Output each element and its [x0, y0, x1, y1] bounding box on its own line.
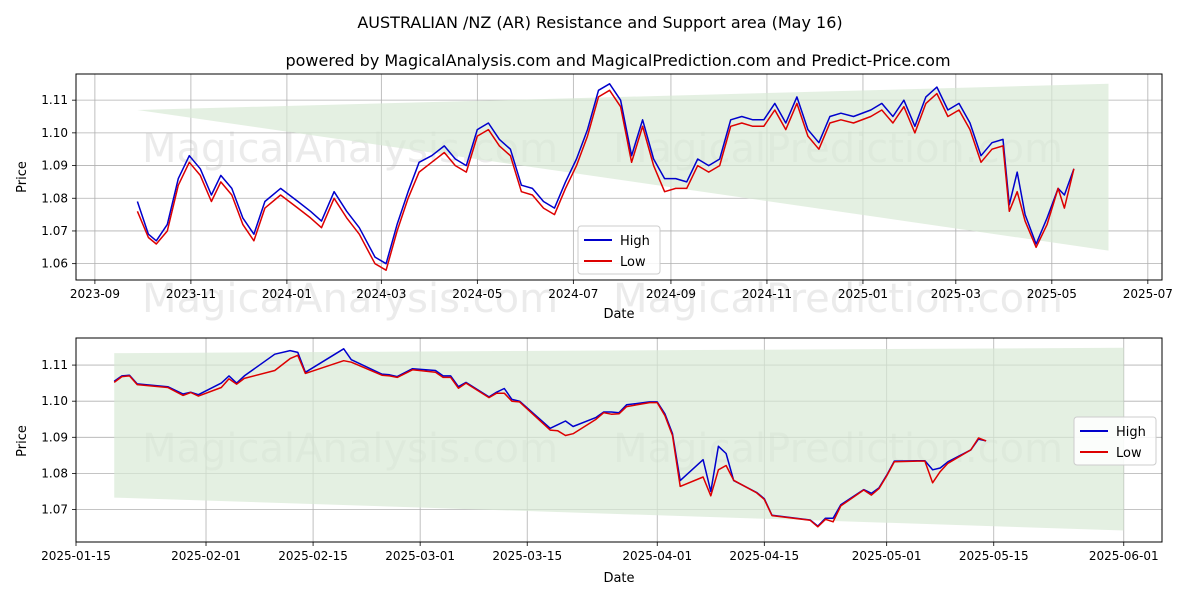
bottom-x-tick-label: 2025-04-15 [729, 549, 799, 563]
bottom-legend-label-high: High [1116, 425, 1146, 440]
top-panel: MagicalAnalysis.com MagicalPrediction.co… [15, 73, 1173, 322]
bottom-x-tick-label: 2025-03-01 [385, 549, 455, 563]
top-x-tick-label: 2024-07 [548, 287, 598, 301]
top-x-tick-label: 2024-05 [452, 287, 502, 301]
bottom-y-tick-label: 1.07 [41, 503, 68, 517]
bottom-series-low-line [113, 354, 987, 528]
chart-subtitle: powered by MagicalAnalysis.com and Magic… [285, 51, 950, 70]
top-x-tick-label: 2025-03 [931, 287, 981, 301]
top-x-tick-label: 2024-01 [262, 287, 312, 301]
bottom-y-tick-label: 1.09 [41, 430, 68, 444]
bottom-x-tick-label: 2025-02-01 [171, 549, 241, 563]
bottom-axes-frame [75, 337, 1163, 543]
top-y-tick-label: 1.07 [41, 224, 68, 238]
top-y-tick-label: 1.11 [41, 93, 68, 107]
top-series-high-line [136, 83, 1075, 265]
top-x-axis-label: Date [603, 307, 634, 322]
bottom-y-tick-label: 1.08 [41, 466, 68, 480]
bottom-x-tick-label: 2025-05-15 [959, 549, 1029, 563]
top-y-tick-label: 1.08 [41, 191, 68, 205]
bottom-y-tick-label: 1.11 [41, 358, 68, 372]
top-x-tick-label: 2023-11 [166, 287, 216, 301]
bottom-x-tick-label: 2025-01-15 [41, 549, 111, 563]
top-x-tick-label: 2024-11 [742, 287, 792, 301]
top-x-tick-label: 2024-03 [356, 287, 406, 301]
bottom-x-axis-label: Date [603, 571, 634, 586]
bottom-panel: MagicalAnalysis.com MagicalPrediction.co… [15, 337, 1163, 586]
top-y-tick-label: 1.06 [41, 257, 68, 271]
chart-title: AUSTRALIAN /NZ (AR) Resistance and Suppo… [357, 13, 842, 32]
bottom-x-tick-label: 2025-03-15 [492, 549, 562, 563]
top-x-tick-label: 2023-09 [70, 287, 120, 301]
top-y-tick-label: 1.09 [41, 159, 68, 173]
top-x-tick-label: 2025-01 [838, 287, 888, 301]
top-x-tick-label: 2025-05 [1027, 287, 1077, 301]
bottom-legend-label-low: Low [1116, 446, 1142, 461]
top-y-axis-label: Price [15, 161, 30, 193]
bottom-x-tick-label: 2025-06-01 [1089, 549, 1159, 563]
watermark-left-lower: MagicalAnalysis.com [142, 276, 558, 322]
top-x-tick-label: 2024-09 [646, 287, 696, 301]
bottom-y-axis-label: Price [15, 425, 30, 457]
top-legend-label-low: Low [620, 255, 646, 270]
top-x-tick-label: 2025-07 [1123, 287, 1173, 301]
bottom-x-tick-label: 2025-05-01 [852, 549, 922, 563]
bottom-x-tick-label: 2025-04-01 [622, 549, 692, 563]
top-y-tick-label: 1.10 [41, 126, 68, 140]
top-axes-frame [75, 73, 1163, 281]
watermark-right-lower: MagicalPrediction.com [613, 276, 1063, 322]
bottom-support-resistance-band [114, 347, 1124, 531]
top-series-low-line [136, 89, 1075, 271]
top-legend-label-high: High [620, 234, 650, 249]
top-support-resistance-band [137, 83, 1109, 251]
bottom-y-tick-label: 1.10 [41, 394, 68, 408]
bottom-x-tick-label: 2025-02-15 [278, 549, 348, 563]
